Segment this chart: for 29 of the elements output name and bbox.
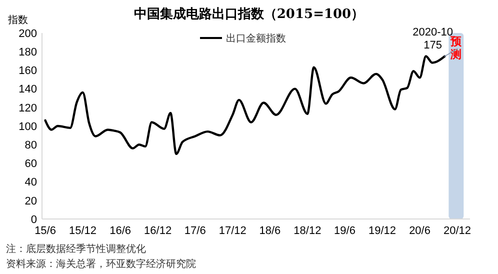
y-tick-label: 40 [24,176,37,189]
y-tick-label: 20 [24,195,37,208]
y-tick-label: 80 [24,139,37,152]
x-tick-label: 17/12 [218,225,246,237]
x-tick-label: 19/6 [334,225,356,237]
y-axis-title: 指数 [7,14,28,26]
x-tick-label: 15/6 [34,225,56,237]
x-tick-label: 16/12 [144,225,172,237]
text: 注：底层数据经季节性调整优化 [6,243,146,255]
x-tick-label: 18/12 [294,225,322,237]
y-tick-label: 200 [18,28,37,40]
y-tick-label: 0 [30,214,37,226]
y-tick-label: 60 [24,158,37,170]
y-tick-label: 140 [18,84,37,96]
chart-title: 中国集成电路出口指数（2015=100） [134,7,364,22]
x-tick-label: 20/6 [409,225,430,237]
y-tick-label: 100 [18,120,37,133]
legend-label: 出口金额指数 [226,32,286,44]
x-tick-label: 20/12 [444,225,472,237]
x-tick-label: 19/12 [368,225,396,237]
x-tick-label: 15/12 [69,225,97,237]
line-series [44,55,446,155]
y-tick-label: 180 [18,46,37,58]
x-tick-label: 17/6 [184,225,206,237]
x-tick-label: 16/6 [110,225,132,237]
text: 资料来源：海关总署，环亚数字经济研究院 [6,258,196,270]
y-tick-label: 160 [18,65,37,78]
x-tick-label: 18/6 [259,225,281,237]
y-tick-label: 120 [18,102,37,114]
